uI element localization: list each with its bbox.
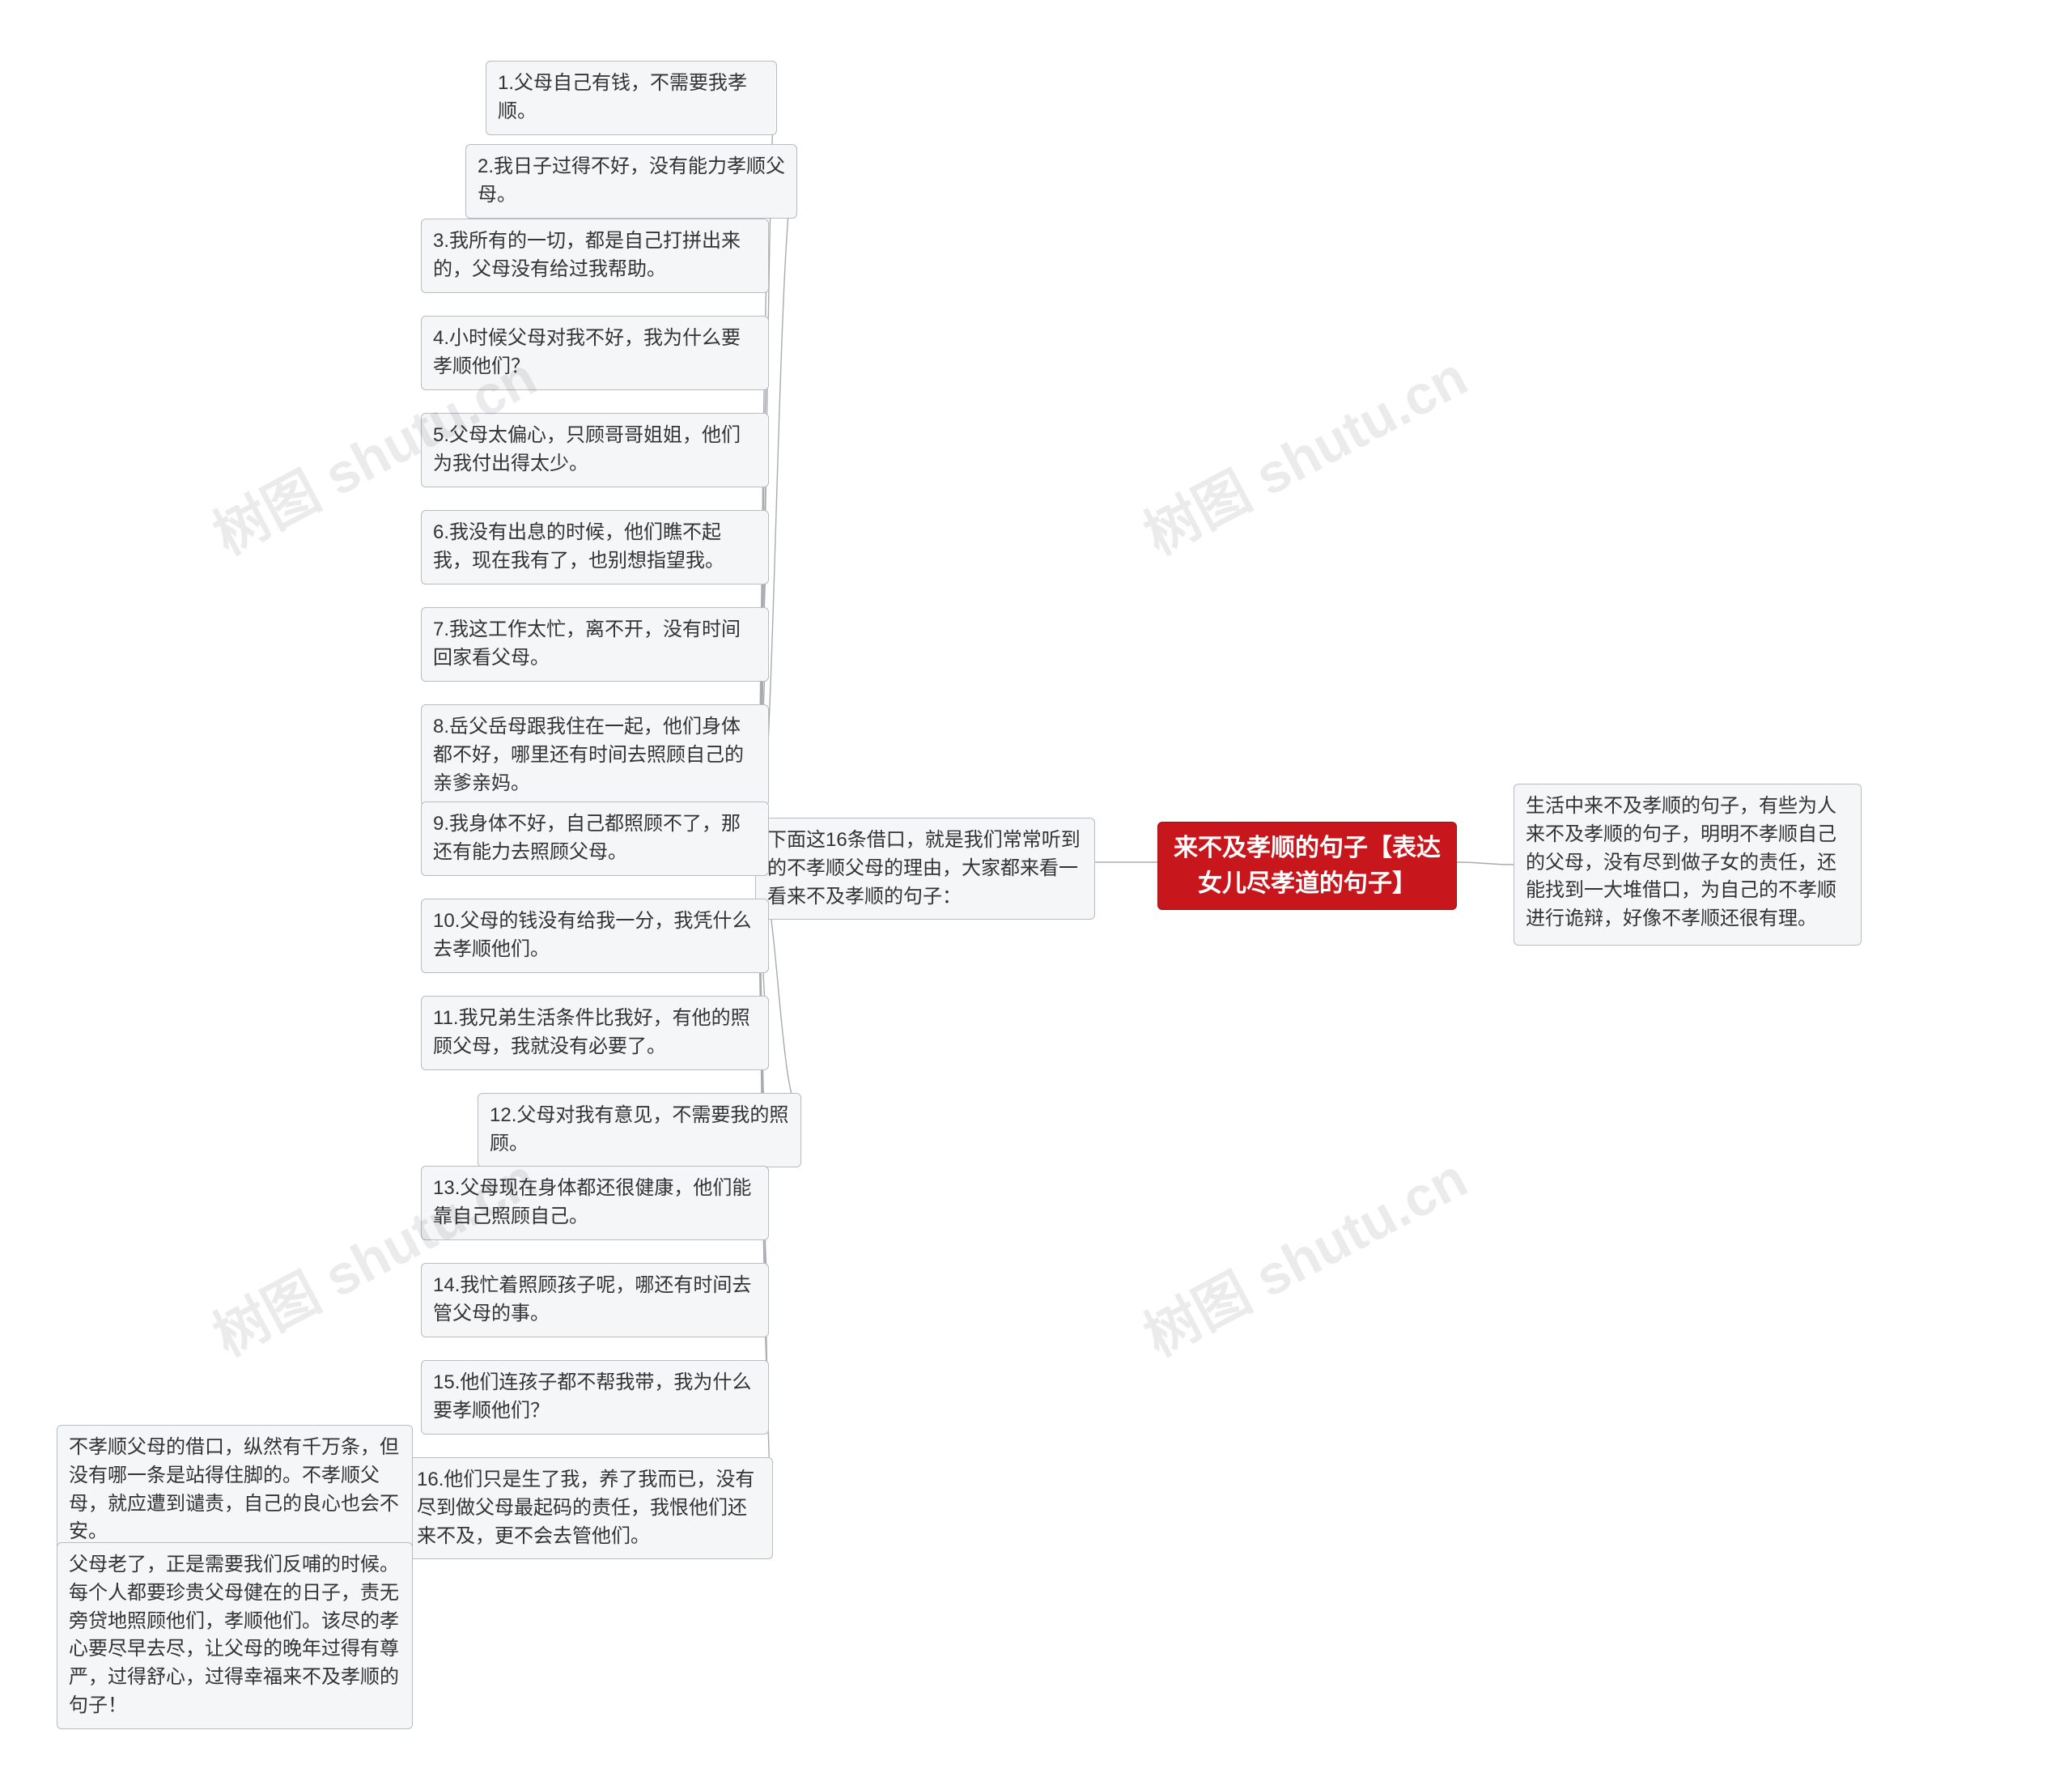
node-label: 16.他们只是生了我，养了我而已，没有尽到做父母最起码的责任，我恨他们还来不及，…	[417, 1469, 754, 1547]
branch-node: 6.我没有出息的时候，他们瞧不起我，现在我有了，也别想指望我。	[421, 510, 769, 585]
watermark-text: 树图 shutu.cn	[1135, 1147, 1477, 1368]
branch-node: 12.父母对我有意见，不需要我的照顾。	[478, 1093, 801, 1167]
node-label: 8.岳父岳母跟我住在一起，他们身体都不好，哪里还有时间去照顾自己的亲爹亲妈。	[433, 716, 744, 794]
watermark: 树图 shutu.cn	[1128, 1134, 1479, 1371]
branch-node: 14.我忙着照顾孩子呢，哪还有时间去管父母的事。	[421, 1263, 769, 1337]
branch-node: 4.小时候父母对我不好，我为什么要孝顺他们？	[421, 316, 769, 390]
branch-node: 16.他们只是生了我，养了我而已，没有尽到做父母最起码的责任，我恨他们还来不及，…	[405, 1457, 773, 1559]
branch-node: 11.我兄弟生活条件比我好，有他的照顾父母，我就没有必要了。	[421, 996, 769, 1070]
node-label: 14.我忙着照顾孩子呢，哪还有时间去管父母的事。	[433, 1274, 751, 1324]
node-label: 6.我没有出息的时候，他们瞧不起我，现在我有了，也别想指望我。	[433, 521, 724, 572]
watermark-text: 树图 shutu.cn	[1135, 346, 1477, 567]
mindmap-canvas: 来不及孝顺的句子【表达女儿尽孝道的句子】 生活中来不及孝顺的句子，有些为人来不及孝…	[0, 0, 2072, 1777]
branch-node: 3.我所有的一切，都是自己打拼出来的，父母没有给过我帮助。	[421, 219, 769, 293]
branch-node: 7.我这工作太忙，离不开，没有时间回家看父母。	[421, 607, 769, 682]
node-label: 父母老了，正是需要我们反哺的时候。每个人都要珍贵父母健在的日子，责无旁贷地照顾他…	[69, 1554, 399, 1716]
node-label: 11.我兄弟生活条件比我好，有他的照顾父母，我就没有必要了。	[433, 1007, 750, 1057]
branch-node: 5.父母太偏心，只顾哥哥姐姐，他们为我付出得太少。	[421, 413, 769, 487]
node-label: 13.父母现在身体都还很健康，他们能靠自己照顾自己。	[433, 1177, 751, 1227]
branch-node: 下面这16条借口，就是我们常常听到的不孝顺父母的理由，大家都来看一看来不及孝顺的…	[755, 818, 1095, 920]
node-label: 生活中来不及孝顺的句子，有些为人来不及孝顺的句子，明明不孝顺自己的父母，没有尽到…	[1526, 795, 1836, 929]
branch-node: 8.岳父岳母跟我住在一起，他们身体都不好，哪里还有时间去照顾自己的亲爹亲妈。	[421, 704, 769, 806]
branch-node: 2.我日子过得不好，没有能力孝顺父母。	[465, 144, 797, 219]
branch-node: 1.父母自己有钱，不需要我孝顺。	[486, 61, 777, 135]
branch-node: 10.父母的钱没有给我一分，我凭什么去孝顺他们。	[421, 899, 769, 973]
watermark: 树图 shutu.cn	[1128, 333, 1479, 570]
node-label: 1.父母自己有钱，不需要我孝顺。	[498, 72, 747, 122]
node-label: 4.小时候父母对我不好，我为什么要孝顺他们？	[433, 327, 741, 377]
node-label: 15.他们连孩子都不帮我带，我为什么要孝顺他们？	[433, 1371, 751, 1422]
branch-node: 9.我身体不好，自己都照顾不了，那还有能力去照顾父母。	[421, 801, 769, 876]
node-label: 2.我日子过得不好，没有能力孝顺父母。	[478, 155, 785, 206]
node-label: 10.父母的钱没有给我一分，我凭什么去孝顺他们。	[433, 910, 751, 960]
node-label: 不孝顺父母的借口，纵然有千万条，但没有哪一条是站得住脚的。不孝顺父母，就应遭到谴…	[69, 1436, 399, 1542]
branch-node: 15.他们连孩子都不帮我带，我为什么要孝顺他们？	[421, 1360, 769, 1435]
branch-node: 生活中来不及孝顺的句子，有些为人来不及孝顺的句子，明明不孝顺自己的父母，没有尽到…	[1514, 784, 1862, 946]
node-label: 3.我所有的一切，都是自己打拼出来的，父母没有给过我帮助。	[433, 230, 741, 280]
branch-node: 父母老了，正是需要我们反哺的时候。每个人都要珍贵父母健在的日子，责无旁贷地照顾他…	[57, 1542, 413, 1729]
branch-node: 不孝顺父母的借口，纵然有千万条，但没有哪一条是站得住脚的。不孝顺父母，就应遭到谴…	[57, 1425, 413, 1555]
node-label: 5.父母太偏心，只顾哥哥姐姐，他们为我付出得太少。	[433, 424, 741, 474]
node-label: 9.我身体不好，自己都照顾不了，那还有能力去照顾父母。	[433, 813, 741, 863]
branch-node: 13.父母现在身体都还很健康，他们能靠自己照顾自己。	[421, 1166, 769, 1240]
root-node: 来不及孝顺的句子【表达女儿尽孝道的句子】	[1157, 822, 1457, 910]
node-label: 下面这16条借口，就是我们常常听到的不孝顺父母的理由，大家都来看一看来不及孝顺的…	[767, 829, 1081, 908]
node-label: 12.父母对我有意见，不需要我的照顾。	[490, 1104, 788, 1154]
node-label: 来不及孝顺的句子【表达女儿尽孝道的句子】	[1174, 835, 1441, 897]
node-label: 7.我这工作太忙，离不开，没有时间回家看父母。	[433, 619, 741, 669]
